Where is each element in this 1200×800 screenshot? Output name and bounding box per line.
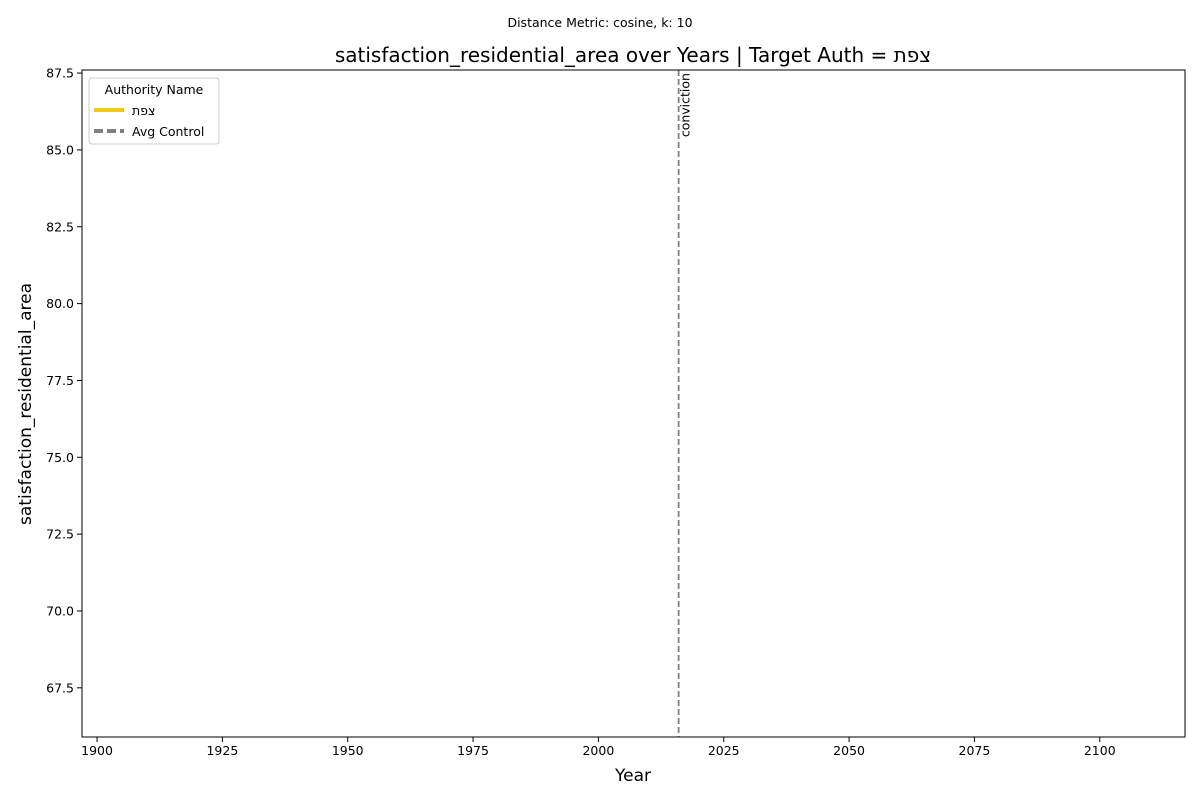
x-tick-label: 2000	[582, 743, 614, 758]
x-axis: 1900 1925 1950 1975 2000 2025 2050 2075 2100	[81, 737, 1116, 758]
plot-frame	[81, 69, 1186, 738]
x-axis-label: Year	[614, 766, 651, 786]
y-tick-label: 72.5	[46, 527, 74, 542]
x-tick-label: 2100	[1084, 743, 1116, 758]
legend: Authority Name צפת Avg Control	[88, 77, 220, 145]
y-tick-label: 87.5	[46, 66, 74, 81]
y-tick-label: 80.0	[46, 296, 74, 311]
x-tick-label: 1900	[81, 743, 113, 758]
y-tick-label: 85.0	[46, 142, 74, 157]
x-tick-label: 1925	[206, 743, 238, 758]
x-tick-label: 1975	[457, 743, 489, 758]
chart-title: satisfaction_residential_area over Years…	[335, 43, 931, 67]
legend-title: Authority Name	[105, 82, 204, 97]
x-tick-label: 1950	[332, 743, 364, 758]
legend-label-tsfat: צפת	[132, 103, 155, 118]
y-axis-label: satisfaction_residential_area	[16, 283, 36, 525]
y-tick-label: 75.0	[46, 450, 74, 465]
chart-suptitle: Distance Metric: cosine, k: 10	[507, 15, 692, 30]
legend-box	[88, 77, 220, 145]
x-tick-label: 2075	[959, 743, 991, 758]
y-axis: 67.5 70.0 72.5 75.0 77.5 80.0 82.5 85.0 87.5	[46, 66, 82, 695]
y-tick-label: 77.5	[46, 373, 74, 388]
x-tick-label: 2050	[833, 743, 865, 758]
y-tick-label: 67.5	[46, 680, 74, 695]
conviction-label: conviction	[678, 73, 693, 137]
x-tick-label: 2025	[708, 743, 740, 758]
legend-label-avg-control: Avg Control	[132, 124, 204, 139]
y-tick-label: 70.0	[46, 603, 74, 618]
plot-area	[82, 70, 1185, 737]
y-tick-label: 82.5	[46, 219, 74, 234]
